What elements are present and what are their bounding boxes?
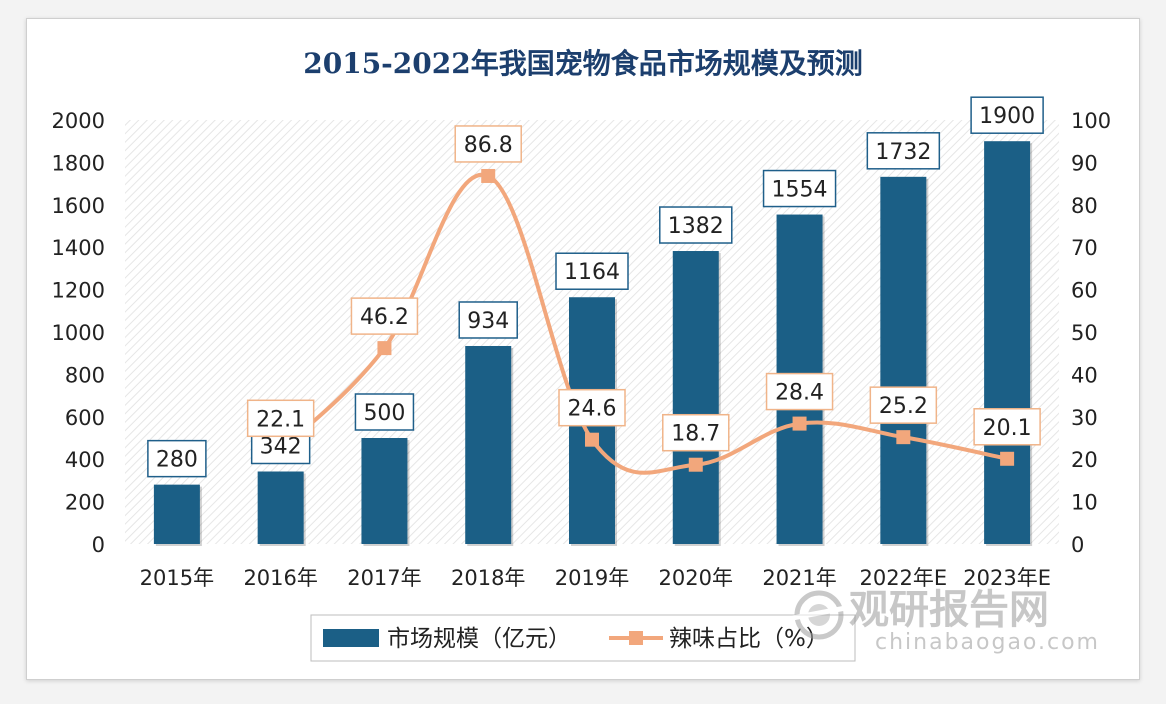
bar-data-label-box: [555, 252, 629, 290]
chart-title: 2015-2022年我国宠物食品市场规模及预测: [303, 47, 862, 80]
bar-data-label-box: [354, 393, 415, 431]
bar: [984, 141, 1031, 544]
line-data-label-box: [246, 399, 315, 438]
line-point: [896, 430, 911, 445]
bar-data-labels: 280 342 500 934 1164 1382 1554 1732 1900: [147, 96, 1044, 478]
right-axis-tick-label: 100: [1071, 109, 1111, 133]
line-data-label: 86.8: [464, 133, 513, 158]
line-data-label: 24.6: [568, 397, 617, 422]
line-point: [481, 168, 496, 183]
bar-data-label: 1732: [875, 140, 931, 165]
right-axis-tick-label: 0: [1071, 533, 1084, 557]
x-axis-tick-label: 2021年: [762, 566, 836, 590]
x-axis-tick-label: 2019年: [555, 566, 629, 590]
line-point: [1000, 451, 1015, 466]
watermark-brand: 观研报告网: [849, 587, 1049, 633]
legend-bar-swatch: [323, 629, 379, 647]
legend-frame: [310, 614, 856, 662]
line-data-label: 28.4: [775, 381, 824, 406]
line-point: [585, 432, 599, 447]
bar-data-label-box: [659, 206, 733, 244]
right-axis-tick-label: 30: [1071, 406, 1098, 430]
left-axis-tick-label: 1800: [52, 151, 105, 175]
left-axis-tick-label: 600: [65, 406, 105, 430]
left-axis-tick-label: 2000: [52, 109, 105, 133]
bar-data-label: 934: [467, 309, 509, 334]
x-axis-tick-label: 2016年: [243, 566, 317, 590]
legend: 市场规模（亿元） 辣味占比（%）: [310, 614, 856, 662]
bar-series: [153, 141, 1033, 547]
bar-data-label: 500: [363, 401, 405, 426]
watermark: 观研报告网 chinabaogao.com: [786, 587, 1100, 655]
bar-data-label: 280: [156, 448, 198, 473]
bar: [465, 345, 512, 544]
line-data-label-box: [662, 413, 730, 452]
right-axis-tick-label: 90: [1071, 151, 1098, 175]
line-data-labels: 22.1 46.2 86.8 24.6 18.7 28.4 25.2 20.1: [246, 125, 1041, 452]
line-data-label-box: [454, 125, 522, 163]
right-axis-tick-label: 70: [1071, 236, 1098, 260]
line-data-label: 18.7: [671, 422, 720, 447]
right-axis-tick-label: 80: [1071, 194, 1098, 218]
left-axis-tick-label: 0: [92, 533, 105, 557]
line-data-label-box: [558, 388, 626, 427]
x-axis-tick-label: 2015年: [140, 566, 214, 590]
watermark-domain: chinabaogao.com: [875, 630, 1100, 655]
bar-data-label: 342: [260, 434, 302, 459]
line-data-label: 22.1: [256, 407, 305, 432]
bar-data-label: 1900: [979, 104, 1035, 129]
right-axis-tick-label: 20: [1071, 448, 1098, 472]
right-axis-tick-label: 10: [1071, 491, 1098, 515]
chart-card: 2015-2022年我国宠物食品市场规模及预测 0 200 400 600 800 100…: [26, 18, 1140, 680]
bar-data-label-box: [762, 169, 837, 208]
bar: [672, 251, 719, 545]
line-point: [792, 416, 807, 431]
line-data-label-box: [869, 386, 938, 424]
chart-svg: 2015-2022年我国宠物食品市场规模及预测 0200400600800100…: [52, 47, 1111, 662]
left-axis-tick-label: 1400: [52, 236, 105, 260]
bar-data-label-box: [458, 301, 518, 339]
line-data-label: 46.2: [360, 305, 409, 330]
line-data-label-box: [350, 297, 419, 335]
x-axis-tick-label: 2023年E: [963, 566, 1051, 590]
line-data-label-box: [973, 408, 1041, 446]
x-axis-tick-label: 2020年: [659, 566, 733, 590]
left-axis: 0 200 400 600 800 1000 1200 1400 1600 1800 2000: [52, 109, 105, 557]
watermark-logo-icon: [786, 590, 852, 640]
left-axis-tick-label: 1000: [52, 321, 105, 345]
legend-bar-label: 市场规模（亿元）: [387, 626, 571, 652]
bar: [153, 484, 200, 544]
right-axis-tick-label: 50: [1071, 321, 1098, 345]
line-data-label: 20.1: [983, 416, 1032, 441]
bar-data-label: 1164: [564, 260, 620, 285]
line-data-label: 25.2: [879, 394, 928, 419]
line-data-label-box: [765, 372, 834, 411]
bar-data-label-box: [970, 96, 1044, 134]
bar-data-label-box: [866, 132, 941, 170]
legend-line-marker: [629, 631, 643, 645]
left-axis-tick-label: 200: [65, 491, 105, 515]
bar-data-label-box: [147, 439, 207, 478]
line-point: [688, 457, 703, 472]
right-axis: 0 10 20 30 40 50 60 70 80 90 100: [1071, 109, 1111, 557]
x-axis-tick-label: 2017年: [347, 566, 421, 590]
left-axis-tick-label: 400: [65, 448, 105, 472]
left-axis-tick-label: 1200: [52, 279, 105, 303]
bar: [257, 471, 304, 544]
line-point: [377, 341, 392, 356]
x-axis-tick-label: 2018年: [451, 566, 525, 590]
right-axis-tick-label: 60: [1071, 279, 1098, 303]
bar: [880, 176, 927, 545]
left-axis-tick-label: 800: [65, 363, 105, 387]
bar-data-label: 1554: [772, 178, 828, 203]
right-axis-tick-label: 40: [1071, 363, 1098, 387]
x-axis-tick-label: 2022年E: [859, 566, 947, 590]
bar: [361, 438, 408, 544]
left-axis-tick-label: 1600: [52, 194, 105, 218]
bar-data-label: 1382: [668, 214, 724, 239]
x-axis: 2015年 2016年 2017年 2018年 2019年 2020年 2021年 2022年…: [140, 566, 1051, 590]
